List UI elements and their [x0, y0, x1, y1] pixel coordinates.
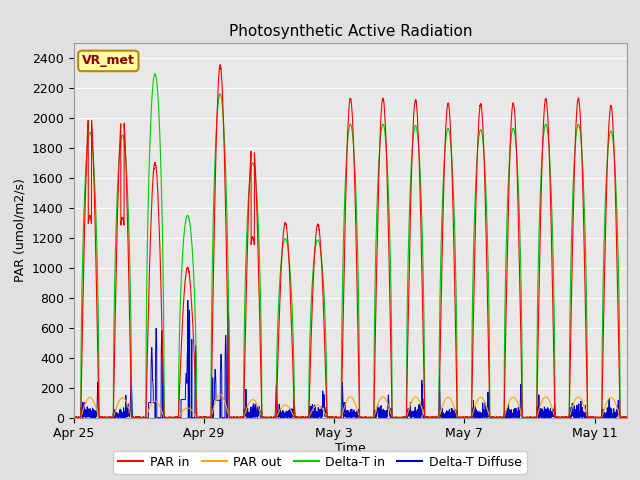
PAR in — [623, 414, 631, 420]
PAR in — [120, 222, 128, 228]
PAR out — [410, 395, 418, 401]
Delta-T Diffuse — [185, 334, 193, 339]
Delta-T in — [404, 267, 412, 273]
Line: Delta-T Diffuse: Delta-T Diffuse — [74, 300, 627, 418]
Delta-T Diffuse — [404, 412, 412, 418]
Delta-T Diffuse — [465, 415, 473, 420]
Delta-T Diffuse — [158, 328, 166, 334]
PAR in — [410, 112, 418, 118]
PAR out — [120, 396, 128, 401]
PAR in — [404, 334, 412, 339]
Delta-T in — [623, 415, 631, 420]
Delta-T Diffuse — [410, 409, 418, 415]
PAR out — [404, 409, 412, 415]
Delta-T in — [120, 138, 128, 144]
Delta-T in — [185, 216, 193, 222]
Delta-T in — [410, 129, 418, 135]
Title: Photosynthetic Active Radiation: Photosynthetic Active Radiation — [228, 24, 472, 39]
PAR in — [70, 415, 77, 420]
Y-axis label: PAR (umol/m2/s): PAR (umol/m2/s) — [13, 179, 26, 282]
Line: PAR out: PAR out — [74, 395, 627, 418]
Delta-T Diffuse — [184, 298, 191, 303]
Line: Delta-T in: Delta-T in — [74, 74, 627, 418]
PAR in — [185, 269, 193, 275]
PAR out — [623, 415, 631, 420]
Legend: PAR in, PAR out, Delta-T in, Delta-T Diffuse: PAR in, PAR out, Delta-T in, Delta-T Dif… — [113, 451, 527, 474]
Delta-T in — [158, 205, 166, 211]
PAR in — [158, 316, 166, 322]
PAR out — [185, 405, 193, 411]
PAR out — [70, 415, 77, 420]
PAR out — [216, 392, 224, 397]
Delta-T in — [70, 415, 77, 420]
X-axis label: Time: Time — [335, 442, 366, 455]
Delta-T in — [465, 415, 473, 420]
Delta-T Diffuse — [120, 410, 128, 416]
PAR out — [158, 408, 166, 414]
PAR in — [465, 415, 473, 420]
PAR in — [216, 62, 224, 68]
Text: VR_met: VR_met — [82, 54, 135, 67]
Delta-T in — [151, 71, 159, 77]
Delta-T Diffuse — [70, 415, 77, 420]
Line: PAR in: PAR in — [74, 65, 627, 418]
Delta-T Diffuse — [623, 415, 631, 420]
PAR out — [465, 415, 473, 420]
